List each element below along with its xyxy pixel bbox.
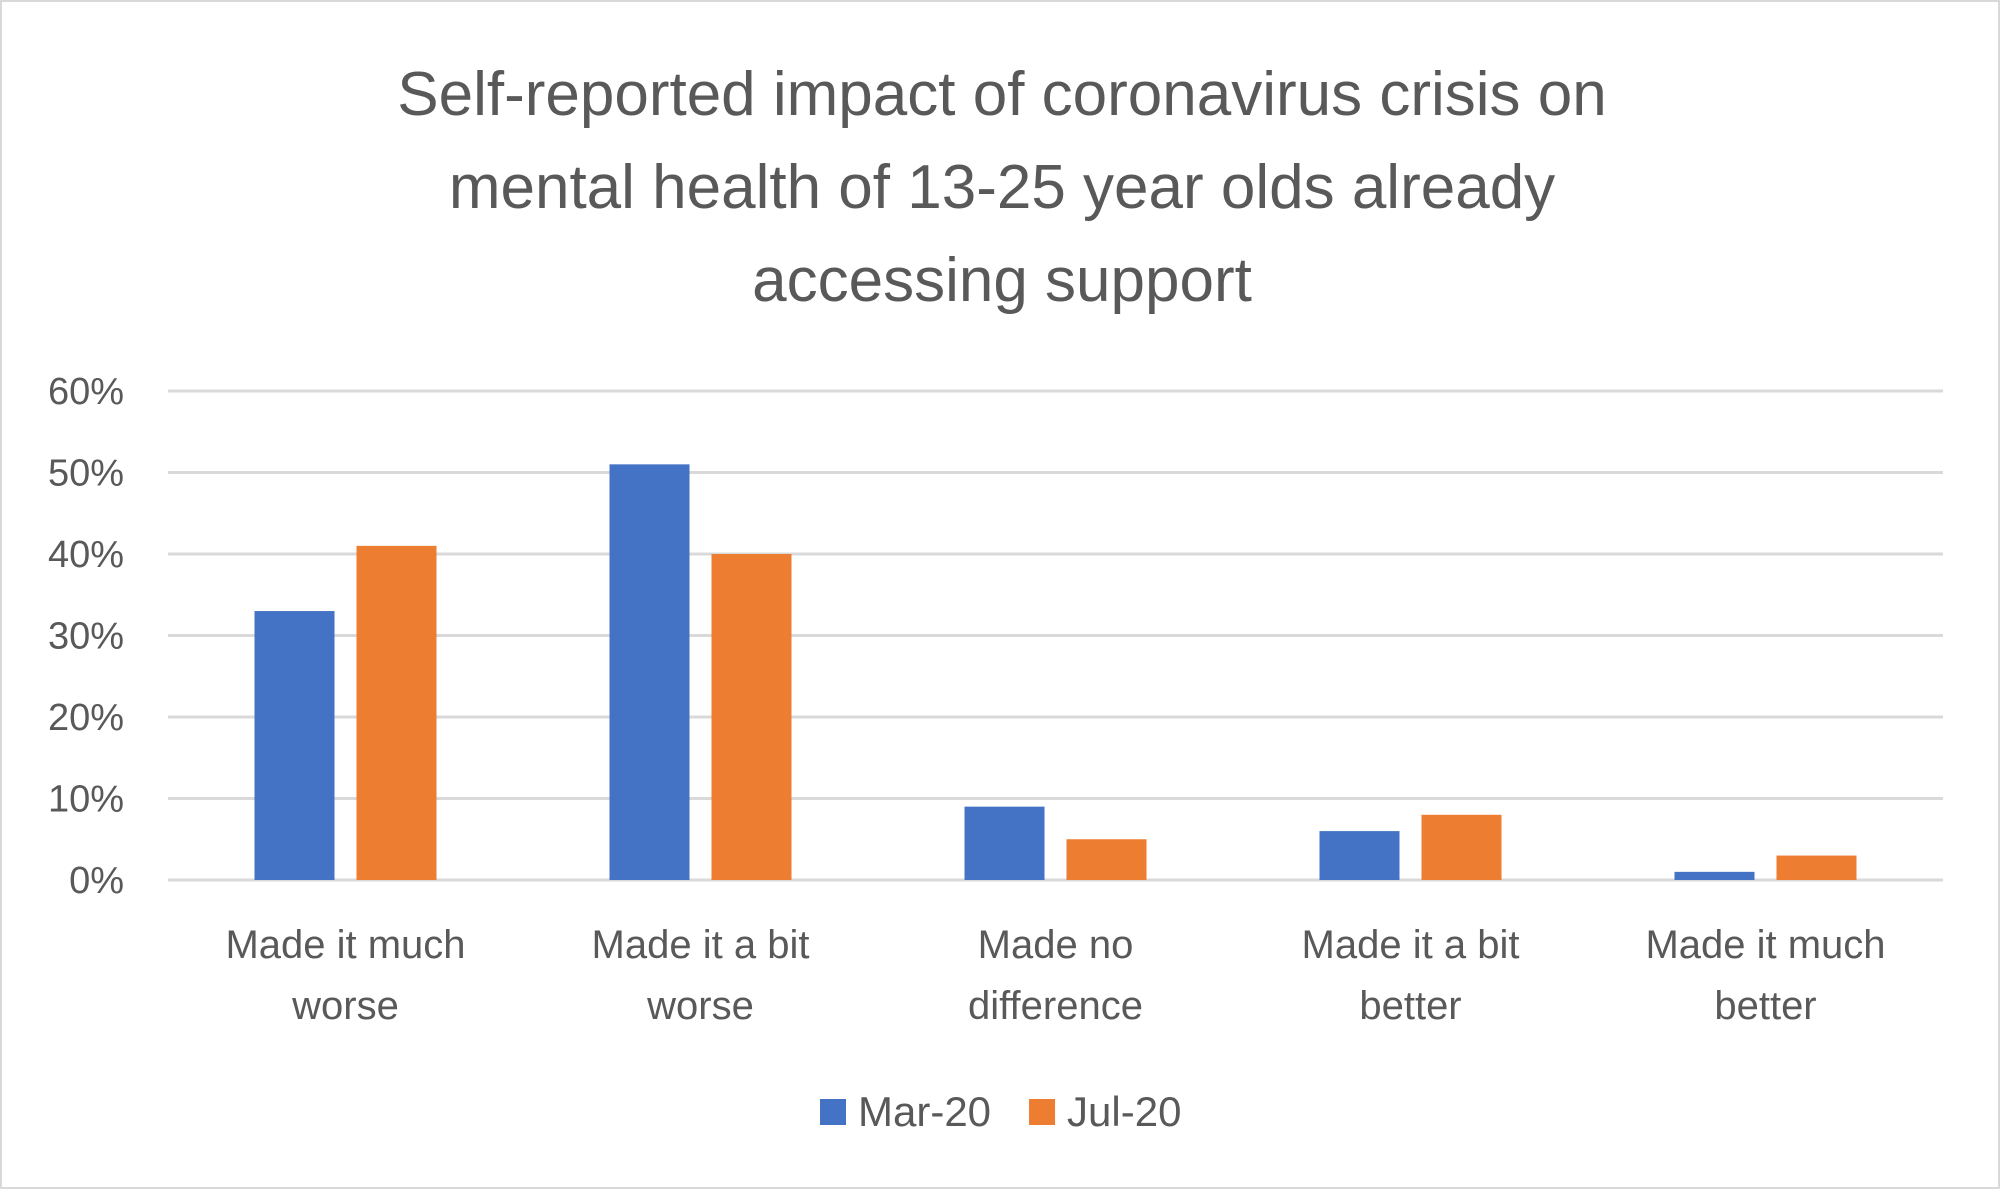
y-tick-label: 20% <box>48 697 124 739</box>
y-tick-label: 10% <box>48 779 124 821</box>
legend-swatch <box>820 1099 846 1125</box>
x-tick-label: Made it a bit <box>1302 923 1520 967</box>
x-tick-label: better <box>1359 984 1461 1028</box>
legend-label: Mar-20 <box>858 1088 991 1135</box>
y-tick-label: 40% <box>48 534 124 576</box>
y-tick-label: 60% <box>48 371 124 413</box>
x-tick-label: Made it much <box>1645 923 1885 967</box>
bar-jul-20 <box>1421 814 1502 880</box>
x-tick-label: difference <box>968 984 1143 1028</box>
bar-mar-20 <box>964 806 1045 880</box>
bar-jul-20 <box>356 545 437 880</box>
y-tick-label: 50% <box>48 453 124 495</box>
bar-mar-20 <box>1319 831 1400 880</box>
y-tick-label: 0% <box>69 860 124 902</box>
bar-jul-20 <box>1776 855 1857 880</box>
bar-mar-20 <box>1674 871 1755 880</box>
bar-jul-20 <box>1066 839 1147 880</box>
x-tick-label: worse <box>646 984 754 1028</box>
bar-mar-20 <box>609 464 690 880</box>
x-tick-label: Made it a bit <box>592 923 810 967</box>
legend-label: Jul-20 <box>1067 1088 1181 1135</box>
legend-swatch <box>1029 1099 1056 1125</box>
chart-title-line: accessing support <box>752 246 1252 315</box>
x-tick-label: Made no <box>978 923 1134 967</box>
chart-title-line: mental health of 13-25 year olds already <box>449 153 1555 222</box>
bar-jul-20 <box>711 554 792 880</box>
x-tick-label: Made it much <box>225 923 465 967</box>
chart-title-line: Self-reported impact of coronavirus cris… <box>397 60 1606 129</box>
y-tick-label: 30% <box>48 616 124 658</box>
bar-mar-20 <box>254 611 335 880</box>
x-tick-label: worse <box>291 984 399 1028</box>
x-tick-label: better <box>1714 984 1816 1028</box>
